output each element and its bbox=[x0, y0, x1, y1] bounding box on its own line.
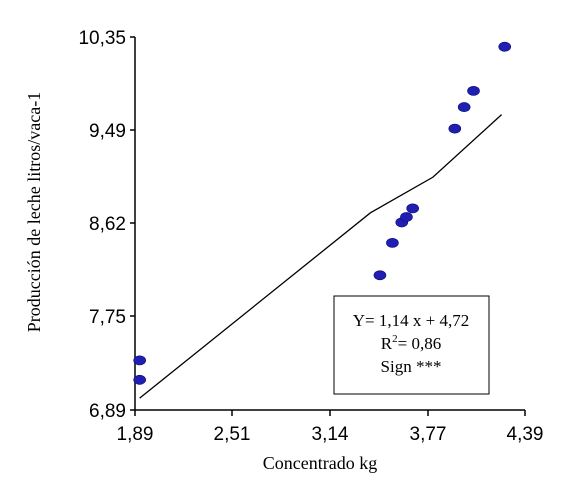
data-point bbox=[400, 212, 413, 222]
x-tick-label: 2,51 bbox=[214, 424, 251, 445]
significance: Sign *** bbox=[381, 357, 442, 376]
x-axis-title: Concentrado kg bbox=[263, 453, 377, 473]
y-tick-label: 6,89 bbox=[89, 401, 126, 422]
data-point bbox=[448, 123, 462, 134]
data-point bbox=[467, 86, 480, 96]
annotation-box bbox=[333, 295, 490, 395]
y-tick-label: 9,49 bbox=[89, 121, 126, 142]
data-points bbox=[133, 41, 512, 385]
x-tick-label: 3,14 bbox=[312, 424, 349, 445]
regression-equation: Y= 1,14 x + 4,72 bbox=[353, 311, 469, 330]
y-tick-label: 7,75 bbox=[89, 307, 126, 328]
data-point bbox=[406, 203, 419, 214]
y-tick-label: 8,62 bbox=[89, 214, 126, 235]
data-point bbox=[498, 41, 512, 52]
r-squared-label: R bbox=[381, 334, 393, 353]
data-point bbox=[373, 270, 387, 281]
trend-line bbox=[139, 114, 503, 399]
r-squared-value: = 0,86 bbox=[398, 334, 442, 353]
x-tick-label: 1,89 bbox=[117, 424, 154, 445]
r-squared-sup: 2 bbox=[392, 333, 398, 345]
y-axis-title: Producción de leche litros/vaca-1 bbox=[24, 92, 44, 332]
x-tick-label: 4,39 bbox=[507, 424, 544, 445]
r-squared: R2= 0,86 bbox=[381, 333, 441, 353]
data-point bbox=[133, 374, 146, 385]
data-point bbox=[386, 238, 399, 248]
regression-annotation: Y= 1,14 x + 4,72 R2= 0,86 Sign *** bbox=[333, 295, 490, 395]
x-tick-label: 3,77 bbox=[410, 424, 447, 445]
data-point bbox=[133, 355, 146, 366]
x-axis bbox=[134, 409, 526, 416]
y-axis bbox=[130, 36, 136, 411]
data-point bbox=[457, 102, 471, 112]
y-tick-label: 10,35 bbox=[78, 28, 126, 49]
